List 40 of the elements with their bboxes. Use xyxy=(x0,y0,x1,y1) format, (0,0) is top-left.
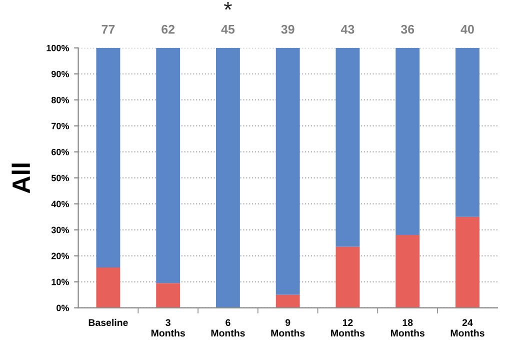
bar xyxy=(456,48,480,217)
y-tick-label: 80% xyxy=(51,96,70,104)
x-tick-label: 24 Months xyxy=(450,319,484,337)
bar xyxy=(156,48,180,284)
y-tick-label: 60% xyxy=(52,148,70,156)
text: 43 xyxy=(340,24,354,34)
y-tick-label: 0% xyxy=(56,304,70,312)
bar xyxy=(96,48,120,268)
x-tick-label: 18 Months xyxy=(390,319,424,337)
x-tick-label: 9 Months xyxy=(271,319,305,337)
x-tick-label: 12 Months xyxy=(331,319,365,337)
text: 45 xyxy=(221,24,235,34)
y-tick-label: 10% xyxy=(52,278,70,286)
y-tick-label: 20% xyxy=(51,252,70,260)
y-axis-title: All xyxy=(12,164,30,194)
x-tick-label: Baseline xyxy=(88,318,128,326)
text: * xyxy=(224,2,232,10)
x-tick-label: 6 Months xyxy=(211,319,245,337)
text: 36 xyxy=(400,24,414,34)
y-tick-label: 30% xyxy=(51,226,70,234)
y-tick-label: 100% xyxy=(46,44,70,52)
y-tick-label: 70% xyxy=(52,122,70,130)
text: 77 xyxy=(102,24,115,34)
x-tick-label: 3 Months xyxy=(151,319,185,337)
bar xyxy=(456,216,480,308)
bar xyxy=(156,283,180,308)
text: 40 xyxy=(460,24,474,34)
bar xyxy=(96,268,120,308)
bar xyxy=(216,48,240,308)
bar xyxy=(336,246,360,308)
bar xyxy=(336,48,360,247)
y-tick-label: 90% xyxy=(51,70,70,78)
bar xyxy=(276,48,300,295)
bar xyxy=(396,235,420,308)
bar xyxy=(276,294,300,308)
y-tick-label: 40% xyxy=(51,200,70,208)
text: 62 xyxy=(162,24,175,34)
bar xyxy=(396,48,420,236)
text: 39 xyxy=(281,24,294,34)
y-tick-label: 50% xyxy=(51,174,70,182)
